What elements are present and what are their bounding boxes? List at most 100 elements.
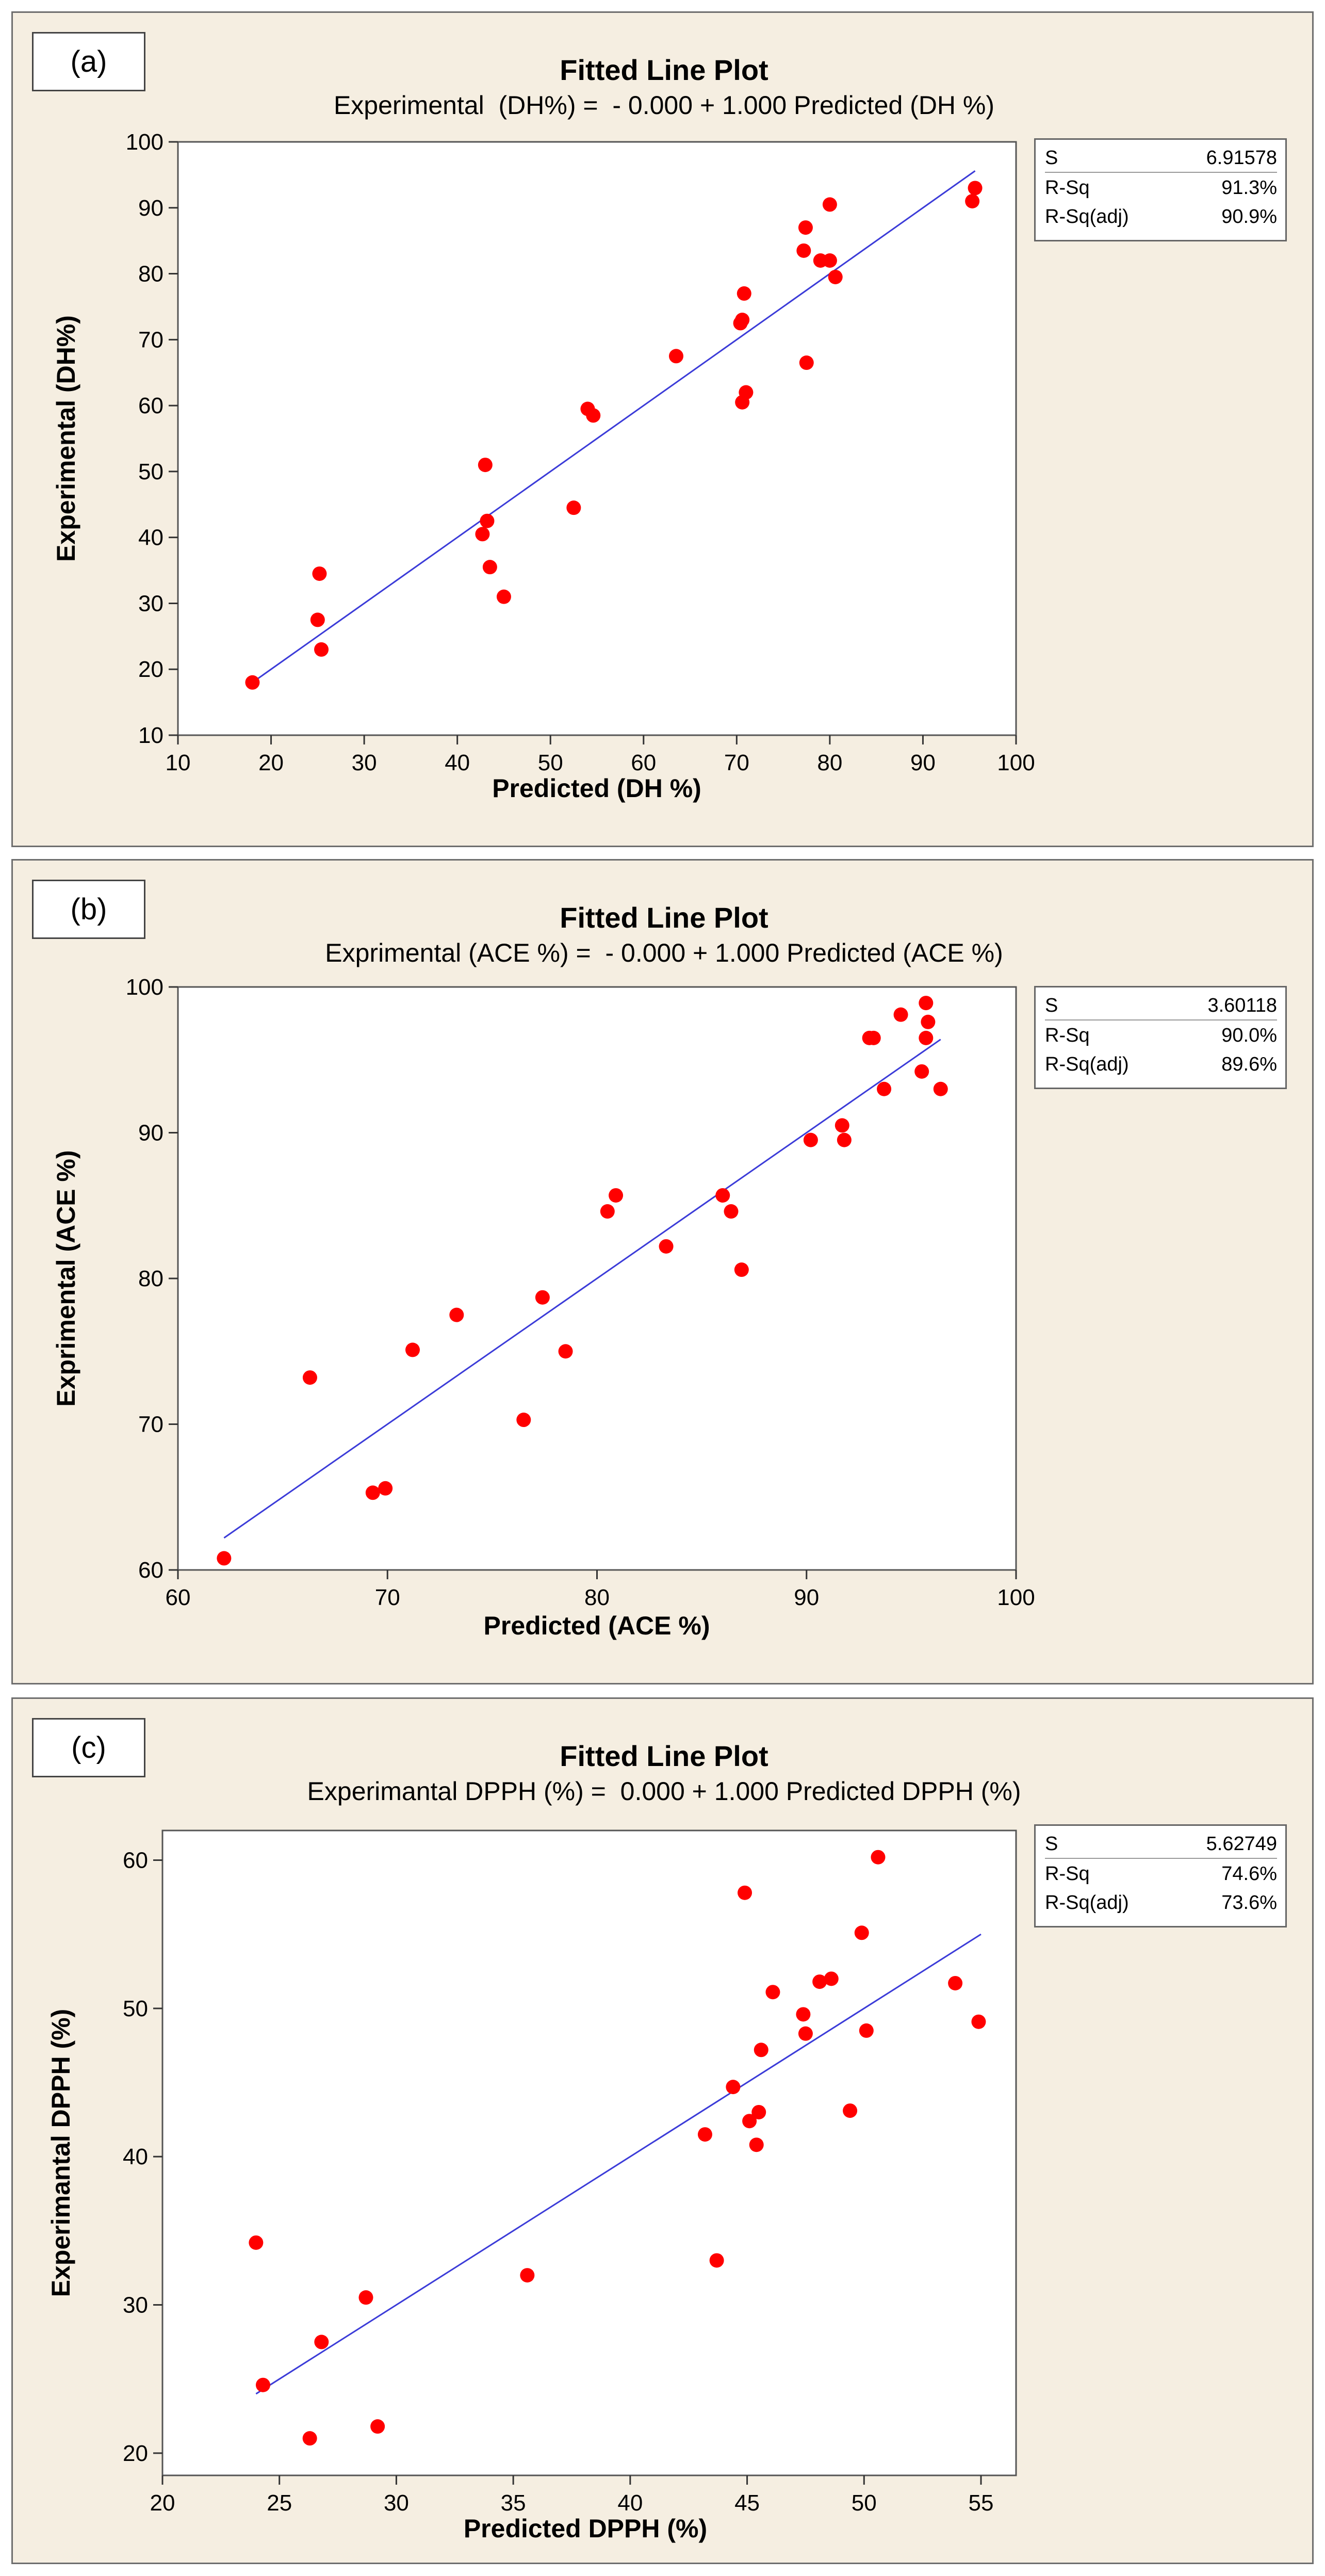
y-tick-label: 100 [126, 975, 163, 1000]
x-tick-label: 70 [724, 750, 749, 775]
stat-label: R-Sq(adj) [1045, 1053, 1129, 1075]
panel-label: (b) [32, 880, 145, 939]
data-point [799, 355, 814, 370]
stat-value-s: 6.91578 [1206, 147, 1277, 169]
panel-label: (a) [32, 32, 145, 91]
data-point [709, 2253, 724, 2268]
regression-equation: Experimantal DPPH (%) = 0.000 + 1.000 Pr… [307, 1777, 1021, 1806]
chart-title: Fitted Line Plot [560, 901, 768, 934]
data-point [893, 1007, 908, 1022]
y-tick-label: 10 [138, 723, 163, 748]
y-tick-label: 90 [138, 196, 163, 221]
y-tick-label: 20 [138, 657, 163, 682]
data-point [365, 1485, 380, 1500]
x-tick-label: 30 [352, 750, 377, 775]
data-point [866, 1030, 881, 1045]
y-tick-label: 30 [123, 2293, 148, 2318]
stat-row-rsq: R-Sq 74.6% [1045, 1860, 1277, 1888]
data-point [370, 2419, 385, 2434]
stat-label: R-Sq(adj) [1045, 205, 1129, 228]
data-points [249, 1850, 986, 2446]
data-point [803, 1132, 818, 1147]
data-point [516, 1413, 531, 1428]
data-point [812, 1974, 827, 1989]
axis-ticks: 20 25 30 35 40 45 50 55 20 30 40 50 60 [123, 1848, 993, 2516]
axis-ticks: 10 20 30 40 50 60 70 80 90 100 10 20 30 40 50 60 70 80 90 1… [126, 129, 1035, 775]
data-point [754, 2043, 768, 2057]
x-tick-label: 50 [538, 750, 563, 775]
stat-label: S [1045, 994, 1058, 1016]
data-point [249, 2235, 264, 2250]
data-point [843, 2103, 858, 2118]
x-tick-label: 30 [384, 2490, 409, 2516]
y-axis-title: Experimantal DPPH (%) [46, 2009, 75, 2297]
data-point [520, 2268, 535, 2283]
data-point [742, 2114, 757, 2129]
data-point [965, 194, 980, 208]
data-point [449, 1307, 464, 1322]
data-point [822, 197, 837, 212]
data-point [765, 1985, 780, 2000]
data-point [405, 1342, 420, 1357]
x-tick-label: 35 [501, 2490, 526, 2516]
data-point [798, 2026, 813, 2041]
stats-box: S 6.91578 R-Sq 91.3% R-Sq(adj) 90.9% [1034, 138, 1287, 241]
y-tick-label: 20 [123, 2441, 148, 2466]
x-tick-label: 90 [910, 750, 936, 775]
stat-row-s: S 6.91578 [1045, 144, 1277, 173]
stat-row-rsq-adj: R-Sq(adj) 73.6% [1045, 1889, 1277, 1917]
stats-box: S 5.62749 R-Sq 74.6% R-Sq(adj) 73.6% [1034, 1824, 1287, 1927]
data-point [566, 500, 581, 515]
y-tick-label: 70 [138, 327, 163, 352]
fitted-line-layer [255, 1933, 982, 2395]
data-point [921, 1014, 936, 1029]
regression-equation: Exprimental (ACE %) = - 0.000 + 1.000 Pr… [325, 938, 1003, 967]
y-tick-label: 60 [123, 1848, 148, 1873]
data-point [668, 349, 683, 364]
data-point [314, 642, 329, 657]
data-point [724, 1204, 739, 1219]
plot-area [161, 1829, 1017, 2476]
stat-row-s: S 5.62749 [1045, 1830, 1277, 1859]
data-points [245, 181, 983, 690]
data-point [828, 269, 843, 284]
axis-ticks: 60 70 80 90 100 60 70 80 90 100 [126, 975, 1035, 1610]
y-tick-label: 30 [138, 591, 163, 616]
data-point [475, 527, 490, 542]
data-point [877, 1081, 892, 1096]
data-point [948, 1975, 963, 1990]
panel-label: (c) [32, 1718, 145, 1777]
y-tick-label: 50 [138, 459, 163, 484]
y-tick-label: 100 [126, 129, 163, 155]
data-point [734, 1262, 749, 1277]
stat-row-rsq-adj: R-Sq(adj) 89.6% [1045, 1050, 1277, 1078]
data-point [302, 1370, 317, 1385]
data-point [302, 2431, 317, 2446]
x-tick-label: 90 [794, 1585, 819, 1610]
x-tick-label: 60 [631, 750, 656, 775]
data-point [496, 589, 511, 604]
data-point [737, 286, 751, 301]
data-point [822, 253, 837, 268]
data-point [245, 675, 260, 690]
x-tick-label: 40 [445, 750, 470, 775]
chart-title: Fitted Line Plot [560, 54, 768, 86]
y-axis-title: Experimental (DH%) [52, 315, 80, 562]
data-point [824, 1971, 839, 1986]
x-axis-title: Predicted (DH %) [492, 774, 701, 803]
x-tick-label: 50 [852, 2490, 877, 2516]
y-tick-label: 80 [138, 1266, 163, 1291]
stat-label: R-Sq [1045, 1024, 1090, 1046]
x-tick-label: 80 [584, 1585, 610, 1610]
data-point [749, 2137, 764, 2152]
x-tick-label: 10 [166, 750, 191, 775]
scatter-plot: 20 25 30 35 40 45 50 55 20 30 40 50 60 Predicted DPP… [46, 1829, 1017, 2543]
panel-label-text: (c) [71, 1731, 106, 1764]
y-tick-label: 40 [138, 525, 163, 550]
data-point [837, 1132, 852, 1147]
data-point [798, 220, 813, 235]
stat-value-rsq: 74.6% [1221, 1862, 1277, 1885]
stat-value-rsq: 90.0% [1221, 1024, 1277, 1046]
x-axis-title: Predicted (ACE %) [484, 1611, 710, 1640]
data-point [796, 243, 811, 258]
